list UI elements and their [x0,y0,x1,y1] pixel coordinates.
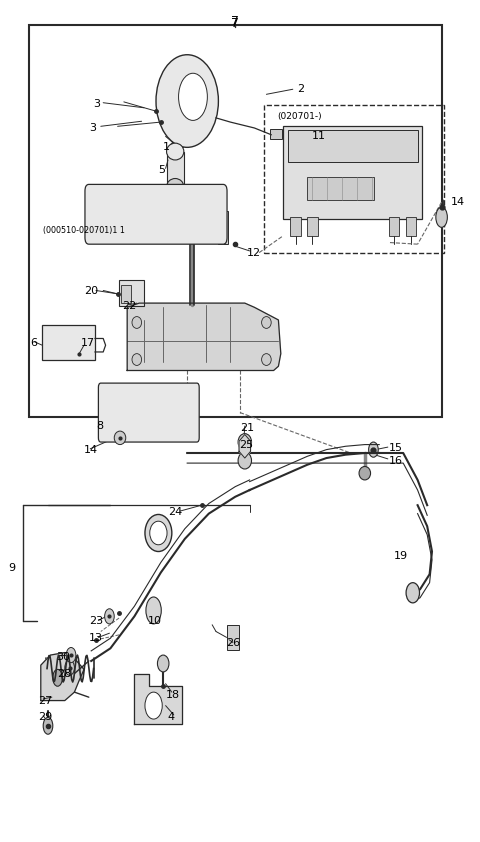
Bar [42,325,95,360]
Text: 7: 7 [231,17,239,30]
Ellipse shape [369,442,378,457]
Bar [264,105,444,253]
Ellipse shape [406,583,420,603]
Polygon shape [239,434,251,458]
Text: 29: 29 [38,712,53,722]
Ellipse shape [359,466,371,480]
Polygon shape [127,303,281,370]
Text: (020701-): (020701-) [277,112,322,120]
Text: (000510-020701)1 1: (000510-020701)1 1 [43,226,125,235]
Bar [389,217,399,236]
Bar [270,129,282,139]
Ellipse shape [150,521,167,545]
Ellipse shape [146,597,161,624]
FancyBboxPatch shape [85,184,227,244]
Ellipse shape [167,143,184,160]
Ellipse shape [238,434,252,450]
Text: 14: 14 [84,445,98,456]
Ellipse shape [66,647,76,663]
Text: 6: 6 [30,338,37,348]
Ellipse shape [145,692,162,719]
Text: 5: 5 [158,165,166,175]
Text: 11: 11 [312,131,326,141]
Text: 3: 3 [94,99,101,109]
Polygon shape [41,653,84,701]
Bar [290,217,301,236]
Ellipse shape [262,354,271,365]
Ellipse shape [53,669,62,686]
Text: 21: 21 [240,423,254,433]
Text: 13: 13 [89,633,103,643]
Bar [121,285,131,303]
Text: 4: 4 [167,712,174,722]
Ellipse shape [43,717,53,734]
Ellipse shape [436,207,447,227]
Ellipse shape [157,655,169,672]
Bar [406,217,416,236]
Text: 26: 26 [227,638,240,648]
Ellipse shape [167,179,184,195]
FancyBboxPatch shape [98,383,199,442]
Text: 9: 9 [9,562,16,573]
Ellipse shape [238,452,252,469]
Text: 27: 27 [38,696,53,706]
Bar [119,280,144,306]
Bar [29,25,442,417]
Bar [307,177,374,200]
Text: 24: 24 [168,507,182,517]
Bar [172,128,183,147]
Text: 28: 28 [57,669,71,679]
Ellipse shape [132,354,142,365]
Text: 17: 17 [81,338,95,348]
Text: 20: 20 [84,286,98,296]
Bar [307,217,318,236]
Bar [108,396,190,429]
Polygon shape [134,674,182,724]
Text: 7: 7 [231,14,239,28]
Ellipse shape [145,514,172,552]
Ellipse shape [132,317,142,328]
Ellipse shape [156,55,218,147]
Bar [288,130,418,162]
Ellipse shape [114,431,126,445]
Text: 16: 16 [389,456,403,466]
Text: 14: 14 [451,197,465,207]
Text: 10: 10 [148,616,162,626]
Text: 22: 22 [122,301,137,311]
Text: 15: 15 [389,443,403,453]
Text: 30: 30 [57,652,71,662]
Ellipse shape [105,609,114,624]
Ellipse shape [167,187,184,209]
Bar [218,210,228,244]
Ellipse shape [179,73,207,120]
Bar [227,625,239,650]
Bar [283,126,422,219]
Text: 3: 3 [89,123,96,133]
Text: 25: 25 [239,440,253,450]
Ellipse shape [65,660,74,675]
Text: 12: 12 [247,248,261,258]
Text: 18: 18 [166,690,180,700]
Text: 23: 23 [89,616,103,626]
Ellipse shape [262,317,271,328]
Text: 8: 8 [96,421,103,431]
Bar [167,152,184,187]
Text: 19: 19 [394,551,408,561]
Text: 2: 2 [298,84,305,94]
Text: 1: 1 [163,141,170,152]
